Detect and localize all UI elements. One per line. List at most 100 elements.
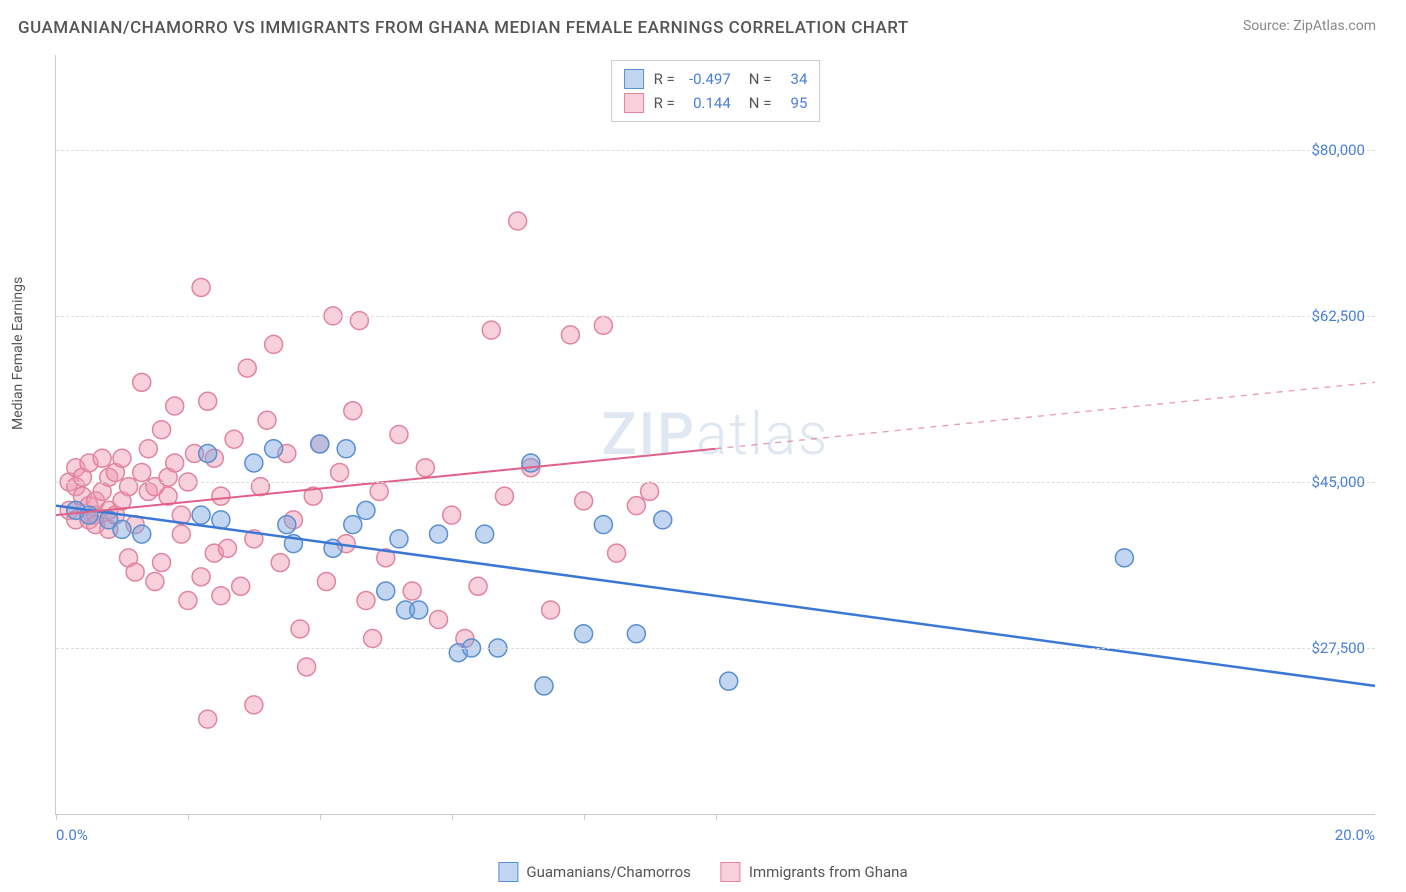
data-point xyxy=(594,316,612,334)
data-point xyxy=(153,554,171,572)
data-point xyxy=(265,335,283,353)
y-tick-label: $62,500 xyxy=(1311,307,1365,325)
data-point xyxy=(443,506,461,524)
data-point xyxy=(350,312,368,330)
data-point xyxy=(133,373,151,391)
data-point xyxy=(271,554,289,572)
data-point xyxy=(166,397,184,415)
y-tick-label: $27,500 xyxy=(1311,639,1365,657)
data-point xyxy=(469,577,487,595)
data-point xyxy=(720,672,738,690)
data-point xyxy=(218,539,236,557)
data-point xyxy=(245,454,263,472)
data-point xyxy=(403,582,421,600)
data-point xyxy=(357,592,375,610)
data-point xyxy=(594,516,612,534)
legend-swatch xyxy=(721,862,741,882)
plot-area: ZIPatlas R =-0.497N =34R =0.144N =95 $27… xyxy=(55,55,1375,815)
data-point xyxy=(133,525,151,543)
data-point xyxy=(179,592,197,610)
data-point xyxy=(172,525,190,543)
x-tick xyxy=(584,814,585,820)
data-point xyxy=(212,487,230,505)
x-tick xyxy=(716,814,717,820)
legend-swatch xyxy=(624,69,644,89)
data-point xyxy=(199,444,217,462)
data-point xyxy=(238,359,256,377)
data-point xyxy=(311,435,329,453)
data-point xyxy=(654,511,672,529)
legend-stats: R =-0.497N =34 xyxy=(654,67,808,91)
data-point xyxy=(192,568,210,586)
gridline xyxy=(56,648,1375,649)
data-point xyxy=(192,506,210,524)
data-point xyxy=(495,487,513,505)
legend-label: Immigrants from Ghana xyxy=(749,863,908,881)
data-point xyxy=(199,392,217,410)
data-point xyxy=(146,573,164,591)
y-tick-label: $80,000 xyxy=(1311,141,1365,159)
data-point xyxy=(482,321,500,339)
data-point xyxy=(265,440,283,458)
data-point xyxy=(298,658,316,676)
legend-row: R =0.144N =95 xyxy=(624,91,808,115)
data-point xyxy=(410,601,428,619)
data-point xyxy=(166,454,184,472)
data-point xyxy=(344,516,362,534)
data-point xyxy=(430,525,448,543)
gridline xyxy=(56,482,1375,483)
x-tick xyxy=(188,814,189,820)
legend-swatch xyxy=(498,862,518,882)
chart-container: GUAMANIAN/CHAMORRO VS IMMIGRANTS FROM GH… xyxy=(0,0,1406,892)
gridline xyxy=(56,150,1375,151)
chart-title: GUAMANIAN/CHAMORRO VS IMMIGRANTS FROM GH… xyxy=(18,18,909,38)
data-point xyxy=(377,582,395,600)
data-point xyxy=(113,520,131,538)
data-point xyxy=(1115,549,1133,567)
data-point xyxy=(139,440,157,458)
data-point xyxy=(232,577,250,595)
data-point xyxy=(113,449,131,467)
trend-line-dashed xyxy=(716,382,1376,448)
x-tick xyxy=(56,814,57,820)
trend-line xyxy=(56,506,1375,686)
data-point xyxy=(542,601,560,619)
data-point xyxy=(364,629,382,647)
y-axis-label: Median Female Earnings xyxy=(10,277,26,430)
gridline xyxy=(56,316,1375,317)
data-point xyxy=(278,516,296,534)
x-tick xyxy=(320,814,321,820)
data-point xyxy=(245,696,263,714)
data-point xyxy=(390,530,408,548)
data-point xyxy=(192,278,210,296)
legend-label: Guamanians/Chamorros xyxy=(526,863,690,881)
data-point xyxy=(344,402,362,420)
data-point xyxy=(416,459,434,477)
data-point xyxy=(337,440,355,458)
data-point xyxy=(120,478,138,496)
data-point xyxy=(575,625,593,643)
x-tick-label: 20.0% xyxy=(1335,826,1375,844)
legend-row: R =-0.497N =34 xyxy=(624,67,808,91)
data-point xyxy=(133,463,151,481)
data-point xyxy=(331,463,349,481)
data-point xyxy=(258,411,276,429)
data-point xyxy=(317,573,335,591)
data-point xyxy=(225,430,243,448)
data-point xyxy=(535,677,553,695)
data-point xyxy=(93,449,111,467)
data-point xyxy=(370,482,388,500)
data-point xyxy=(627,625,645,643)
legend-item: Immigrants from Ghana xyxy=(721,862,908,882)
legend-stats: R =0.144N =95 xyxy=(654,91,808,115)
data-point xyxy=(627,497,645,515)
data-point xyxy=(476,525,494,543)
data-point xyxy=(641,482,659,500)
chart-svg xyxy=(56,55,1375,814)
x-tick xyxy=(452,814,453,820)
legend-swatch xyxy=(624,93,644,113)
data-point xyxy=(522,454,540,472)
data-point xyxy=(357,501,375,519)
data-point xyxy=(608,544,626,562)
data-point xyxy=(575,492,593,510)
